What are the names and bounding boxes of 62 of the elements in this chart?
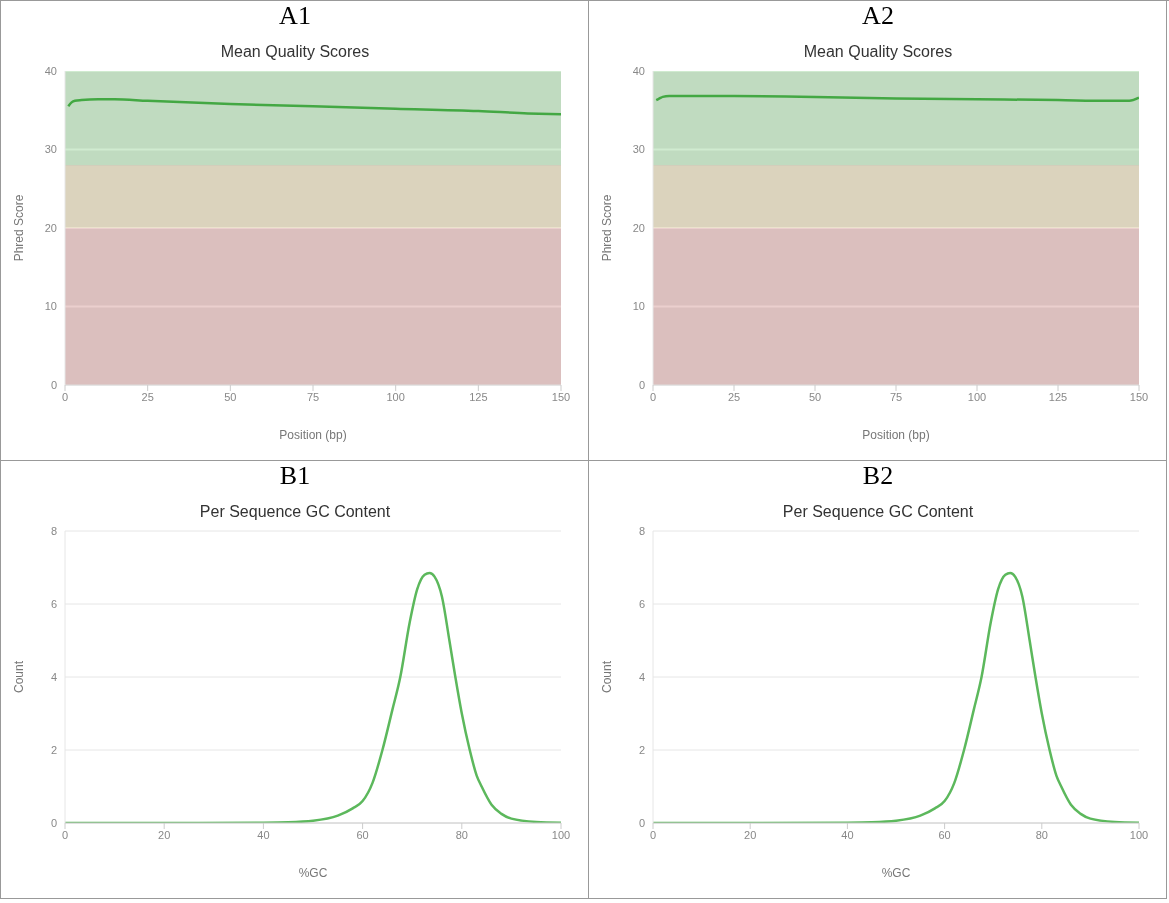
x-tick-label: 20 — [744, 828, 757, 841]
x-tick-label: 25 — [727, 390, 741, 403]
x-tick-label: 75 — [306, 390, 320, 403]
y-axis-title: Phred Score — [12, 194, 27, 262]
y-tick-label: 20 — [44, 221, 57, 234]
text: A1 — [278, 1, 312, 31]
x-tick-label: 40 — [841, 828, 854, 841]
x-tick-label: 100 — [967, 390, 987, 403]
x-tick-label: 60 — [356, 828, 369, 841]
text: B1 — [278, 461, 312, 491]
y-tick-label: 2 — [638, 743, 645, 756]
x-tick-label: 50 — [224, 390, 237, 403]
x-tick-label: 150 — [1129, 390, 1149, 403]
y-tick-label: 0 — [50, 378, 57, 391]
x-tick-label: 80 — [1035, 828, 1048, 841]
y-axis-title: Phred Score — [600, 194, 615, 262]
text: B2 — [861, 461, 895, 491]
text: A2 — [861, 1, 895, 31]
y-tick-label: 0 — [638, 816, 645, 829]
x-tick-label: 125 — [1048, 390, 1068, 403]
x-tick-label: 40 — [257, 828, 270, 841]
x-axis-title: Position (bp) — [862, 428, 930, 442]
y-tick-label: 10 — [632, 300, 645, 313]
x-axis-title: %GC — [298, 866, 328, 880]
x-axis-title: Position (bp) — [279, 428, 347, 442]
x-tick-label: 100 — [386, 390, 405, 403]
y-axis-title: Count — [600, 660, 615, 694]
x-tick-label: 150 — [551, 390, 571, 403]
y-tick-label: 4 — [50, 670, 57, 683]
x-tick-label: 125 — [469, 390, 488, 403]
y-tick-label: 0 — [638, 378, 645, 391]
y-axis-title: Count — [12, 660, 27, 694]
y-tick-label: 30 — [44, 143, 57, 156]
chart-title: Per Sequence GC Content — [781, 503, 975, 521]
x-tick-label: 100 — [1129, 828, 1149, 841]
y-tick-label: 8 — [638, 524, 645, 537]
chart-title: Per Sequence GC Content — [198, 503, 392, 521]
x-tick-label: 0 — [61, 828, 69, 841]
y-tick-label: 6 — [50, 597, 57, 610]
y-tick-label: 30 — [632, 143, 645, 156]
chart-title: Mean Quality Scores — [802, 43, 954, 61]
x-tick-label: 60 — [938, 828, 951, 841]
x-tick-label: 100 — [551, 828, 571, 841]
x-tick-label: 0 — [649, 390, 657, 403]
y-tick-label: 6 — [638, 597, 645, 610]
x-tick-label: 0 — [649, 828, 657, 841]
x-tick-label: 0 — [61, 390, 69, 403]
x-tick-label: 20 — [158, 828, 171, 841]
y-tick-label: 10 — [44, 300, 57, 313]
y-tick-label: 40 — [632, 64, 645, 77]
y-tick-label: 0 — [50, 816, 57, 829]
x-axis-title: %GC — [881, 866, 911, 880]
y-tick-label: 4 — [638, 670, 645, 683]
y-tick-label: 8 — [50, 524, 57, 537]
x-tick-label: 80 — [455, 828, 468, 841]
chart-title: Mean Quality Scores — [219, 43, 371, 61]
y-tick-label: 20 — [632, 221, 645, 234]
y-tick-label: 40 — [44, 64, 57, 77]
x-tick-label: 75 — [889, 390, 903, 403]
x-tick-label: 50 — [808, 390, 822, 403]
x-tick-label: 25 — [141, 390, 154, 403]
y-tick-label: 2 — [50, 743, 57, 756]
